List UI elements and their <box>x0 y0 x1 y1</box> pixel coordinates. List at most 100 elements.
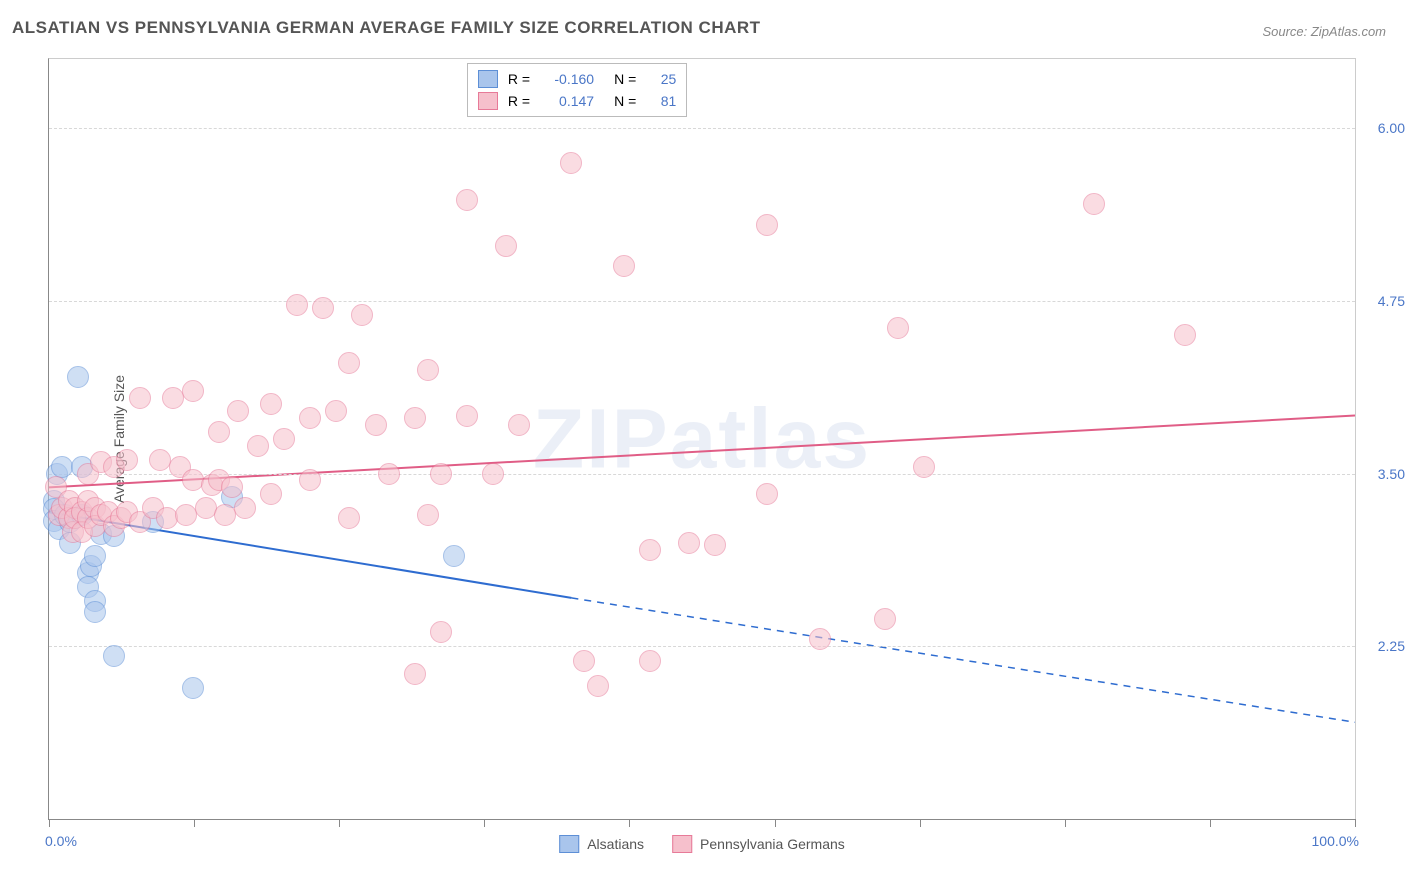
n-value: 25 <box>646 71 676 87</box>
data-point-penn_germans <box>338 507 360 529</box>
gridline <box>49 646 1355 647</box>
data-point-penn_germans <box>613 255 635 277</box>
x-max-label: 100.0% <box>1312 833 1359 849</box>
data-point-penn_germans <box>430 463 452 485</box>
chart-container: ALSATIAN VS PENNSYLVANIA GERMAN AVERAGE … <box>0 0 1406 892</box>
data-point-penn_germans <box>430 621 452 643</box>
data-point-penn_germans <box>1174 324 1196 346</box>
data-point-penn_germans <box>456 189 478 211</box>
data-point-penn_germans <box>913 456 935 478</box>
data-point-penn_germans <box>182 469 204 491</box>
data-point-penn_germans <box>482 463 504 485</box>
stats-row-alsatians: R = -0.160 N = 25 <box>478 68 676 90</box>
data-point-penn_germans <box>129 387 151 409</box>
data-point-penn_germans <box>756 483 778 505</box>
gridline <box>49 474 1355 475</box>
y-tick-label: 3.50 <box>1361 466 1405 482</box>
trend-lines <box>49 59 1355 819</box>
chart-title: ALSATIAN VS PENNSYLVANIA GERMAN AVERAGE … <box>12 18 761 38</box>
data-point-penn_germans <box>260 483 282 505</box>
x-tick <box>484 819 485 827</box>
data-point-penn_germans <box>299 407 321 429</box>
data-point-penn_germans <box>456 405 478 427</box>
x-min-label: 0.0% <box>45 833 77 849</box>
data-point-penn_germans <box>351 304 373 326</box>
x-tick <box>775 819 776 827</box>
n-label: N = <box>614 71 636 87</box>
plot-area: ZIPatlas Average Family Size 2.253.504.7… <box>48 58 1356 820</box>
data-point-alsatians <box>84 601 106 623</box>
swatch-icon <box>672 835 692 853</box>
data-point-penn_germans <box>678 532 700 554</box>
y-axis-label: Average Family Size <box>111 375 127 503</box>
stats-legend: R = -0.160 N = 25 R = 0.147 N = 81 <box>467 63 687 117</box>
data-point-penn_germans <box>182 380 204 402</box>
data-point-penn_germans <box>208 421 230 443</box>
data-point-penn_germans <box>417 504 439 526</box>
data-point-penn_germans <box>299 469 321 491</box>
data-point-penn_germans <box>378 463 400 485</box>
data-point-penn_germans <box>247 435 269 457</box>
data-point-penn_germans <box>704 534 726 556</box>
n-value: 81 <box>646 93 676 109</box>
x-tick <box>1065 819 1066 827</box>
data-point-penn_germans <box>560 152 582 174</box>
data-point-penn_germans <box>587 675 609 697</box>
data-point-penn_germans <box>508 414 530 436</box>
data-point-penn_germans <box>156 507 178 529</box>
trend-line-dashed-alsatians <box>571 598 1355 722</box>
data-point-alsatians <box>182 677 204 699</box>
data-point-penn_germans <box>338 352 360 374</box>
x-tick <box>49 819 50 827</box>
r-value: 0.147 <box>540 93 594 109</box>
x-tick <box>1355 819 1356 827</box>
r-label: R = <box>508 93 530 109</box>
data-point-penn_germans <box>234 497 256 519</box>
x-tick <box>1210 819 1211 827</box>
data-point-penn_germans <box>273 428 295 450</box>
series-legend: Alsatians Pennsylvania Germans <box>559 835 845 853</box>
y-tick-label: 2.25 <box>1361 638 1405 654</box>
data-point-penn_germans <box>639 539 661 561</box>
stats-row-penn_germans: R = 0.147 N = 81 <box>478 90 676 112</box>
data-point-penn_germans <box>874 608 896 630</box>
data-point-penn_germans <box>227 400 249 422</box>
r-value: -0.160 <box>540 71 594 87</box>
data-point-alsatians <box>67 366 89 388</box>
data-point-alsatians <box>443 545 465 567</box>
trend-line-penn_germans <box>49 416 1355 488</box>
x-tick <box>194 819 195 827</box>
swatch-icon <box>478 70 498 88</box>
data-point-penn_germans <box>887 317 909 339</box>
data-point-penn_germans <box>260 393 282 415</box>
legend-item-penn_germans: Pennsylvania Germans <box>672 835 845 853</box>
data-point-penn_germans <box>404 663 426 685</box>
data-point-penn_germans <box>495 235 517 257</box>
data-point-penn_germans <box>312 297 334 319</box>
data-point-penn_germans <box>1083 193 1105 215</box>
swatch-icon <box>559 835 579 853</box>
r-label: R = <box>508 71 530 87</box>
data-point-penn_germans <box>573 650 595 672</box>
x-tick <box>920 819 921 827</box>
data-point-alsatians <box>84 545 106 567</box>
y-tick-label: 6.00 <box>1361 120 1405 136</box>
data-point-alsatians <box>103 645 125 667</box>
data-point-penn_germans <box>404 407 426 429</box>
data-point-penn_germans <box>639 650 661 672</box>
legend-label: Alsatians <box>587 836 644 852</box>
legend-label: Pennsylvania Germans <box>700 836 845 852</box>
x-tick <box>629 819 630 827</box>
data-point-penn_germans <box>221 476 243 498</box>
legend-item-alsatians: Alsatians <box>559 835 644 853</box>
gridline <box>49 301 1355 302</box>
data-point-penn_germans <box>417 359 439 381</box>
gridline <box>49 128 1355 129</box>
data-point-penn_germans <box>809 628 831 650</box>
data-point-penn_germans <box>325 400 347 422</box>
y-tick-label: 4.75 <box>1361 293 1405 309</box>
swatch-icon <box>478 92 498 110</box>
data-point-penn_germans <box>286 294 308 316</box>
n-label: N = <box>614 93 636 109</box>
data-point-penn_germans <box>756 214 778 236</box>
